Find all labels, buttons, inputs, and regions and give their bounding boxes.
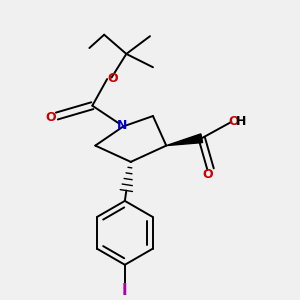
Text: O: O [202,168,213,181]
Polygon shape [166,134,203,146]
Text: H: H [236,115,246,128]
Text: O: O [228,115,239,128]
Text: I: I [122,283,128,298]
Text: O: O [108,72,118,85]
Text: O: O [46,111,56,124]
Text: N: N [117,119,127,132]
